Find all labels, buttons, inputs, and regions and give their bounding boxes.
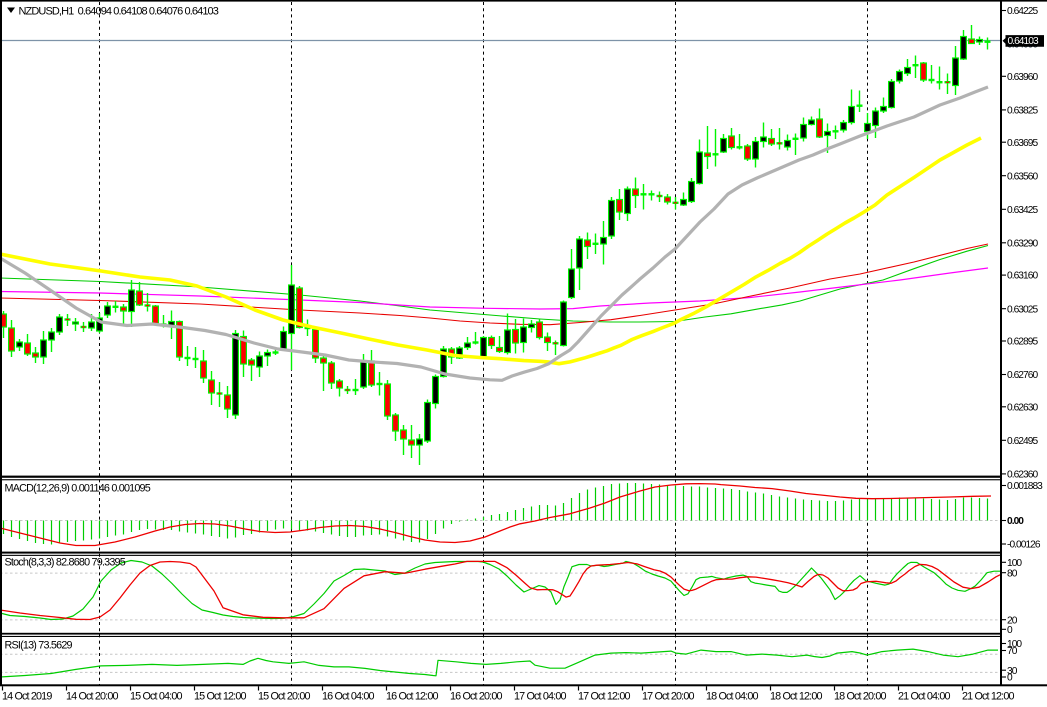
svg-text:0.62760: 0.62760 — [1007, 370, 1038, 381]
svg-text:NZDUSD,H1 0.64094 0.64108 0.6: NZDUSD,H1 0.64094 0.64108 0.64076 0.6410… — [19, 6, 219, 18]
svg-text:0.62360: 0.62360 — [1007, 470, 1038, 481]
svg-text:100: 100 — [1007, 639, 1022, 650]
svg-text:17 Oct 04:00: 17 Oct 04:00 — [514, 691, 566, 703]
svg-text:0.63960: 0.63960 — [1007, 72, 1038, 83]
svg-text:0.64103: 0.64103 — [1008, 36, 1039, 47]
svg-text:Stoch(8,3,3) 82.8680 79.3395: Stoch(8,3,3) 82.8680 79.3395 — [5, 557, 126, 569]
svg-text:0: 0 — [1007, 625, 1013, 636]
svg-text:0: 0 — [1007, 673, 1013, 684]
svg-text:0.001883: 0.001883 — [1007, 481, 1043, 492]
svg-text:0.63425: 0.63425 — [1007, 205, 1038, 216]
svg-text:17 Oct 12:00: 17 Oct 12:00 — [578, 691, 630, 703]
svg-text:14 Oct 20:00: 14 Oct 20:00 — [66, 691, 118, 703]
svg-text:0.62895: 0.62895 — [1007, 337, 1038, 348]
svg-text:0.64225: 0.64225 — [1007, 6, 1038, 17]
svg-text:0.62630: 0.62630 — [1007, 402, 1038, 413]
svg-text:70: 70 — [1007, 646, 1018, 657]
svg-text:15 Oct 20:00: 15 Oct 20:00 — [258, 691, 310, 703]
svg-text:80: 80 — [1007, 568, 1018, 579]
svg-text:21 Oct 04:00: 21 Oct 04:00 — [898, 691, 950, 703]
svg-text:18 Oct 20:00: 18 Oct 20:00 — [834, 691, 886, 703]
svg-text:0.64090: 0.64090 — [1007, 40, 1038, 51]
svg-text:0.00: 0.00 — [1007, 516, 1024, 527]
svg-text:100: 100 — [1007, 558, 1022, 569]
svg-text:16 Oct 12:00: 16 Oct 12:00 — [386, 691, 438, 703]
svg-text:0.63290: 0.63290 — [1007, 238, 1038, 249]
svg-text:RSI(13) 73.5629: RSI(13) 73.5629 — [5, 639, 73, 651]
svg-text:30: 30 — [1007, 666, 1018, 677]
svg-text:16 Oct 20:00: 16 Oct 20:00 — [450, 691, 502, 703]
svg-text:0.63025: 0.63025 — [1007, 304, 1038, 315]
svg-text:0.63695: 0.63695 — [1007, 138, 1038, 149]
svg-text:21 Oct 12:00: 21 Oct 12:00 — [962, 691, 1014, 703]
svg-text:0.63825: 0.63825 — [1007, 106, 1038, 117]
svg-text:-0.00126: -0.00126 — [1007, 540, 1041, 551]
svg-text:18 Oct 12:00: 18 Oct 12:00 — [770, 691, 822, 703]
svg-text:20: 20 — [1007, 615, 1018, 626]
svg-text:15 Oct 12:00: 15 Oct 12:00 — [194, 691, 246, 703]
svg-text:0.63160: 0.63160 — [1007, 271, 1038, 282]
svg-text:16 Oct 04:00: 16 Oct 04:00 — [322, 691, 374, 703]
svg-text:15 Oct 04:00: 15 Oct 04:00 — [130, 691, 182, 703]
svg-text:18 Oct 04:00: 18 Oct 04:00 — [706, 691, 758, 703]
svg-text:MACD(12,26,9) 0.001146 0.00109: MACD(12,26,9) 0.001146 0.001095 — [5, 483, 151, 495]
svg-text:0.63560: 0.63560 — [1007, 171, 1038, 182]
svg-text:0.62495: 0.62495 — [1007, 436, 1038, 447]
svg-text:17 Oct 20:00: 17 Oct 20:00 — [642, 691, 694, 703]
svg-text:14 Oct 2019: 14 Oct 2019 — [2, 691, 52, 703]
